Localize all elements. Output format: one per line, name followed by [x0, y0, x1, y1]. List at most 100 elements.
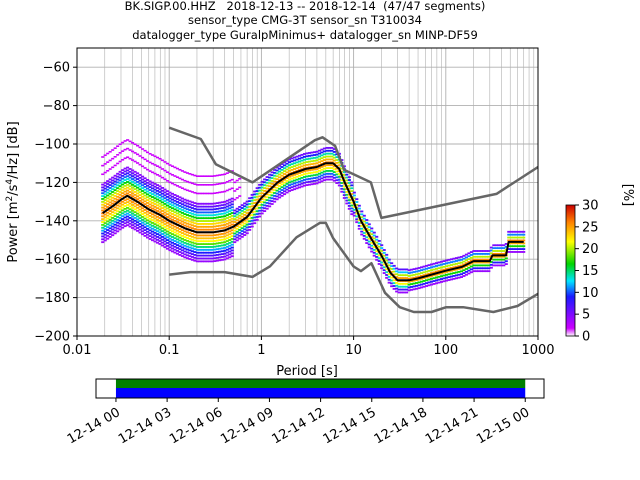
psd-cell [215, 219, 219, 222]
psd-cell [228, 207, 232, 210]
psd-cell [504, 257, 508, 260]
psd-cell [173, 234, 177, 237]
psd-cell [405, 277, 409, 279]
psd-cell [355, 215, 359, 218]
psd-cell [233, 221, 237, 223]
psd-cell [474, 267, 478, 270]
psd-cell [193, 219, 197, 222]
psd-cell [143, 194, 147, 197]
psd-cell [193, 245, 197, 248]
psd-cell [352, 208, 356, 211]
psd-cell [432, 274, 436, 277]
psd-cell [126, 169, 130, 172]
psd-cell [225, 254, 229, 257]
psd-cell [484, 267, 488, 270]
psd-cell [253, 210, 257, 213]
psd-cell [330, 164, 334, 167]
psd-cell [185, 205, 189, 208]
psd-cell [195, 217, 199, 220]
psd-cell [158, 228, 162, 231]
psd-cell [288, 175, 292, 178]
psd-cell [228, 179, 232, 182]
psd-cell [494, 244, 498, 247]
psd-cell [454, 271, 458, 274]
psd-cell [141, 207, 145, 210]
psd-cell [198, 175, 202, 177]
psd-cell [185, 248, 189, 251]
psd-cell [195, 175, 199, 177]
psd-cell [220, 182, 224, 185]
psd-cell [243, 222, 247, 225]
psd-cell [258, 195, 262, 198]
psd-cell [213, 211, 217, 214]
psd-cell [185, 231, 189, 234]
psd-cell [128, 202, 132, 205]
psd-cell [437, 261, 441, 264]
psd-cell [210, 254, 214, 257]
psd-cell [188, 249, 192, 252]
psd-cell [372, 251, 376, 254]
psd-cell [514, 233, 518, 236]
psd-cell [235, 216, 239, 219]
psd-cell [372, 246, 376, 248]
psd-cell [173, 248, 177, 251]
psd-cell [116, 227, 120, 230]
psd-cell [260, 180, 264, 183]
psd-cell [208, 260, 212, 263]
psd-cell [150, 154, 155, 156]
psd-cell [158, 188, 162, 191]
psd-cell [188, 203, 192, 206]
psd-cell [148, 170, 152, 172]
colorbar-tick-label: 15 [582, 264, 599, 279]
psd-cell [160, 227, 165, 230]
psd-cell [497, 261, 501, 264]
psd-cell [113, 218, 117, 220]
psd-cell [205, 220, 209, 222]
psd-cell [442, 274, 446, 277]
psd-cell [522, 230, 526, 233]
psd-cell [385, 256, 389, 259]
psd-cell [210, 208, 214, 211]
psd-cell [497, 252, 501, 255]
x-tick-label: 1 [257, 343, 265, 358]
psd-cell [170, 236, 174, 238]
psd-cell [185, 208, 189, 211]
psd-cell [330, 175, 334, 178]
psd-cell [198, 257, 202, 260]
psd-cell [173, 245, 177, 248]
psd-cell [415, 282, 419, 284]
psd-cell [173, 214, 177, 217]
psd-cell [108, 168, 112, 170]
psd-cell [283, 190, 287, 193]
psd-cell [417, 287, 421, 290]
psd-cell [494, 264, 498, 267]
psd-cell [437, 278, 441, 281]
psd-cell [218, 204, 222, 207]
psd-cell [116, 218, 120, 221]
psd-cell [190, 258, 194, 261]
psd-cell [250, 211, 254, 214]
psd-cell [178, 233, 182, 236]
psd-cell [128, 214, 132, 216]
psd-cell [342, 176, 346, 179]
psd-cell [220, 218, 224, 221]
psd-cell [243, 213, 247, 216]
psd-cell [447, 270, 451, 273]
psd-cell [146, 219, 150, 222]
psd-cell [305, 184, 309, 186]
psd-cell [121, 209, 125, 212]
psd-cell [126, 209, 130, 212]
psd-cell [300, 176, 304, 179]
psd-cell [153, 194, 157, 197]
psd-cell [165, 201, 170, 204]
psd-cell [205, 251, 209, 254]
psd-cell [165, 195, 170, 198]
noise-model-low-line [169, 221, 538, 314]
psd-cell [128, 211, 132, 214]
psd-cell [113, 155, 117, 158]
psd-cell [310, 160, 314, 163]
psd-cell [230, 200, 234, 203]
psd-cell [168, 243, 172, 246]
psd-cell [512, 233, 516, 236]
psd-cell [347, 196, 351, 199]
